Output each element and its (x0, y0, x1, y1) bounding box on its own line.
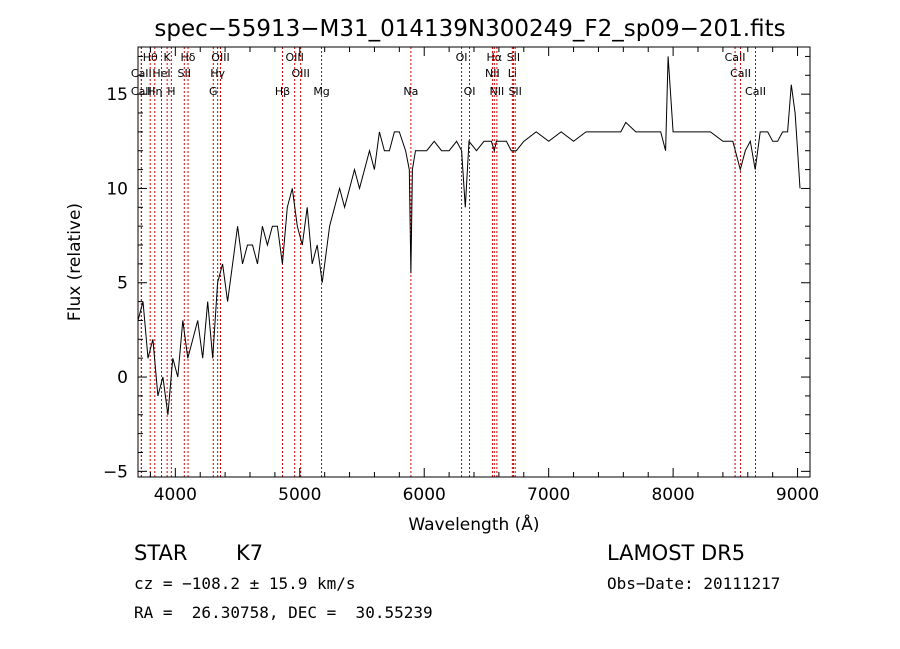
spectral-line-label-14: NII (485, 67, 500, 80)
x-axis-label: Wavelength (Å) (408, 513, 539, 535)
observation-date: Obs−Date: 20111217 (607, 574, 781, 593)
spectral-line-label-9: CaII (131, 67, 152, 80)
coordinates: RA = 26.30758, DEC = 30.55239 (134, 603, 433, 622)
y-axis-label: Flux (relative) (65, 203, 85, 321)
spectral-line-label-2: Hδ (181, 51, 196, 64)
x-tick-label-0: 4000 (154, 485, 197, 505)
spectral-line-label-12: Hγ (210, 67, 225, 80)
spectral-line-label-13: OIII (291, 67, 309, 80)
y-tick-label-0: −5 (103, 462, 128, 482)
spectral-line-label-16: CaII (730, 67, 751, 80)
object-subclass: K7 (236, 541, 264, 565)
spectral-line-label-4: OIII (285, 51, 303, 64)
spectral-line-label-24: OI (464, 85, 476, 98)
spectral-line-label-1: K (164, 51, 172, 64)
y-tick-label-4: 15 (106, 85, 128, 105)
y-tick-label-3: 10 (106, 179, 128, 199)
x-tick-label-3: 7000 (527, 485, 570, 505)
spectral-line-label-0: Hθ (143, 51, 158, 64)
spectrum-line (137, 56, 801, 415)
ticks-layer: 4000 5000 6000 7000 8000 9000 −5 0 5 10 15 (103, 47, 819, 505)
spectral-line-label-5: OI (456, 51, 468, 64)
spectral-line-label-18: Hη (147, 85, 162, 98)
spectral-line-label-21: Hβ (275, 85, 290, 98)
y-tick-label-1: 0 (117, 368, 128, 388)
spectral-line-label-25: NII (490, 85, 505, 98)
chart-title: spec−55913−M31_014139N300249_F2_sp09−201… (154, 16, 785, 42)
spectral-line-label-15: Li (508, 67, 517, 80)
spectral-line-label-8: CaII (725, 51, 746, 64)
x-tick-label-1: 5000 (278, 485, 321, 505)
spectral-line-label-11: SII (178, 67, 191, 80)
spectral-line-label-17: CaII (131, 85, 152, 98)
spectral-line-label-26: SII (508, 85, 521, 98)
spectral-line-label-7: SII (507, 51, 520, 64)
redshift-velocity: cz = −108.2 ± 15.9 km/s (134, 574, 356, 593)
spectral-line-label-19: H (167, 85, 175, 98)
plot-frame (137, 46, 811, 478)
spectral-line-label-6: Hα (487, 51, 503, 64)
spectral-line-label-10: HeI (152, 67, 170, 80)
x-tick-label-4: 8000 (651, 485, 694, 505)
x-tick-label-5: 9000 (776, 485, 819, 505)
spectral-line-label-22: Mg (313, 85, 329, 98)
spectral-line-label-23: Na (403, 85, 418, 98)
x-tick-label-2: 6000 (403, 485, 446, 505)
spectral-line-label-3: OIII (211, 51, 229, 64)
y-tick-label-2: 5 (117, 274, 128, 294)
survey-name: LAMOST DR5 (607, 541, 746, 565)
spectral-line-label-27: CaII (745, 85, 766, 98)
spectral-line-label-20: G (209, 85, 218, 98)
object-class: STAR (134, 541, 188, 565)
